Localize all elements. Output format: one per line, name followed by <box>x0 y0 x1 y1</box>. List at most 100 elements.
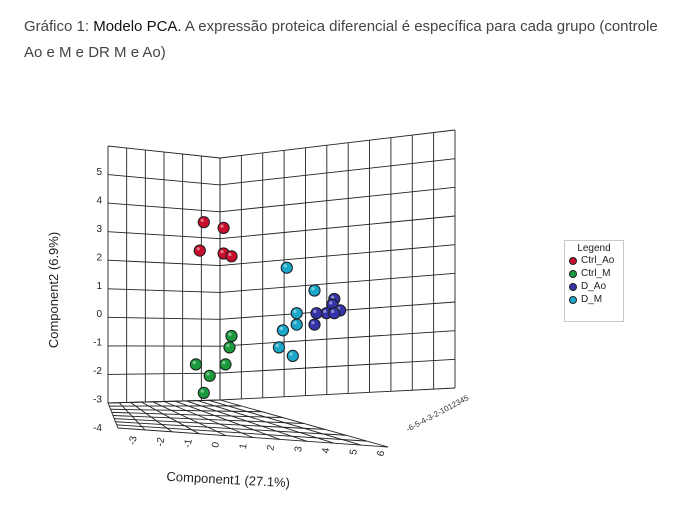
y-tick-label: 2 <box>96 252 102 263</box>
legend-label-ctrl-m: Ctrl_M <box>581 268 611 279</box>
legend-item-ctrl-ao: Ctrl_Ao <box>565 254 623 267</box>
legend-label-ctrl-ao: Ctrl_Ao <box>581 255 615 266</box>
side-wall-horizontal-line <box>219 244 456 267</box>
data-point-ctrl-ao <box>225 250 238 263</box>
data-point-highlight <box>313 309 317 313</box>
side-wall-horizontal-line <box>219 358 456 374</box>
x-tick-label: -1 <box>182 438 194 449</box>
data-point-highlight <box>283 264 287 268</box>
data-point-ctrl-m <box>197 386 210 399</box>
z-axis-tick-labels: -6-5-4-3-2-1012345 <box>405 393 471 434</box>
data-point-highlight <box>293 309 297 313</box>
legend-label-d-ao: D_Ao <box>581 281 607 292</box>
y-tick-label: -4 <box>93 423 102 434</box>
y-axis-ticks: 5 4 3 2 1 0 -1 -2 -3 -4 <box>93 167 102 434</box>
back-wall-horizontal-line <box>107 145 221 159</box>
back-wall-horizontal-line <box>107 202 221 213</box>
floor-grid-line <box>110 408 263 413</box>
data-point-highlight <box>329 301 333 305</box>
data-point-d-ao <box>328 307 341 320</box>
data-point-d-m <box>272 341 285 354</box>
back-wall-grid <box>107 145 221 404</box>
data-point-d-m <box>280 261 293 274</box>
data-point-highlight <box>206 372 210 376</box>
x-tick-label: 5 <box>348 448 360 456</box>
data-point-highlight <box>293 321 297 325</box>
data-point-highlight <box>323 309 327 313</box>
x-tick-label: -2 <box>155 436 167 447</box>
back-wall-horizontal-line <box>107 259 221 267</box>
data-point-d-m <box>286 349 299 362</box>
legend-title: Legend <box>577 243 611 254</box>
y-tick-label: -3 <box>93 395 102 406</box>
x-tick-label: -3 <box>127 435 139 446</box>
data-point-d-m <box>276 324 289 337</box>
y-tick-label: 4 <box>96 195 102 206</box>
side-wall-horizontal-line <box>219 330 456 347</box>
data-point-d-m <box>290 318 303 331</box>
data-point-highlight <box>196 247 200 251</box>
data-point-highlight <box>275 344 279 348</box>
data-point-ctrl-ao <box>217 221 230 234</box>
side-wall-horizontal-line <box>219 158 456 186</box>
legend-dot-d-m <box>569 295 577 304</box>
back-wall-horizontal-line <box>107 372 221 375</box>
side-wall-grid <box>219 129 456 401</box>
caption-prefix: Gráfico 1: <box>24 18 94 35</box>
data-point-d-ao <box>308 318 321 331</box>
back-wall-horizontal-line <box>107 231 221 240</box>
data-points <box>189 216 347 399</box>
data-point-ctrl-m <box>203 369 216 382</box>
data-point-ctrl-ao <box>193 244 206 257</box>
floor-grid-line <box>107 399 221 404</box>
data-point-highlight <box>220 224 224 228</box>
y-tick-label: 0 <box>96 309 102 320</box>
back-wall-horizontal-line <box>107 174 221 186</box>
side-wall-horizontal-line <box>219 129 456 159</box>
data-point-ctrl-m <box>225 329 238 343</box>
floor-grid-line <box>117 427 389 448</box>
data-point-d-m <box>308 284 321 297</box>
legend-label-d-m: D_M <box>581 294 603 305</box>
data-point-ctrl-m <box>223 341 236 354</box>
data-point-highlight <box>222 361 226 365</box>
floor-grid <box>107 399 389 448</box>
floor-grid-line <box>116 424 368 442</box>
legend-item-d-m: D_M <box>565 293 623 306</box>
legend-box: Legend Ctrl_Ao Ctrl_M D_Ao D_M <box>564 240 624 322</box>
data-point-highlight <box>228 332 232 336</box>
y-tick-label: 5 <box>96 167 102 178</box>
caption-description: A expressão proteica diferencial é espec… <box>24 18 658 61</box>
floor-grid-line <box>114 418 326 430</box>
data-point-highlight <box>200 389 204 393</box>
caption-model-name: Modelo PCA. <box>93 18 182 35</box>
data-point-highlight <box>331 309 335 313</box>
data-point-d-m <box>290 307 303 320</box>
data-point-d-ao <box>310 307 323 320</box>
legend-dot-d-ao <box>569 282 577 291</box>
x-tick-label: 1 <box>238 442 250 450</box>
floor-grid-line <box>111 411 284 419</box>
y-tick-label: 3 <box>96 224 102 235</box>
x-tick-label: 3 <box>293 445 305 453</box>
x-axis-ticks: -3 -2 -1 0 1 2 3 4 5 6 <box>127 435 387 457</box>
legend-item-d-ao: D_Ao <box>565 280 623 293</box>
side-wall-horizontal-line <box>219 186 456 213</box>
x-tick-label: 4 <box>321 447 333 455</box>
data-point-highlight <box>228 252 232 257</box>
data-point-highlight <box>279 326 283 331</box>
side-wall-horizontal-line <box>219 215 456 240</box>
data-point-highlight <box>192 361 196 365</box>
data-point-ctrl-ao <box>197 216 210 229</box>
data-point-highlight <box>220 250 224 254</box>
side-wall-horizontal-line <box>219 272 456 293</box>
legend-dot-ctrl-ao <box>569 256 577 265</box>
data-point-highlight <box>200 218 204 222</box>
data-point-highlight <box>311 321 315 325</box>
data-point-highlight <box>289 352 293 356</box>
y-tick-label: 1 <box>96 281 102 292</box>
data-point-highlight <box>311 287 315 291</box>
data-point-highlight <box>226 344 230 348</box>
y-tick-label: -2 <box>93 366 102 377</box>
